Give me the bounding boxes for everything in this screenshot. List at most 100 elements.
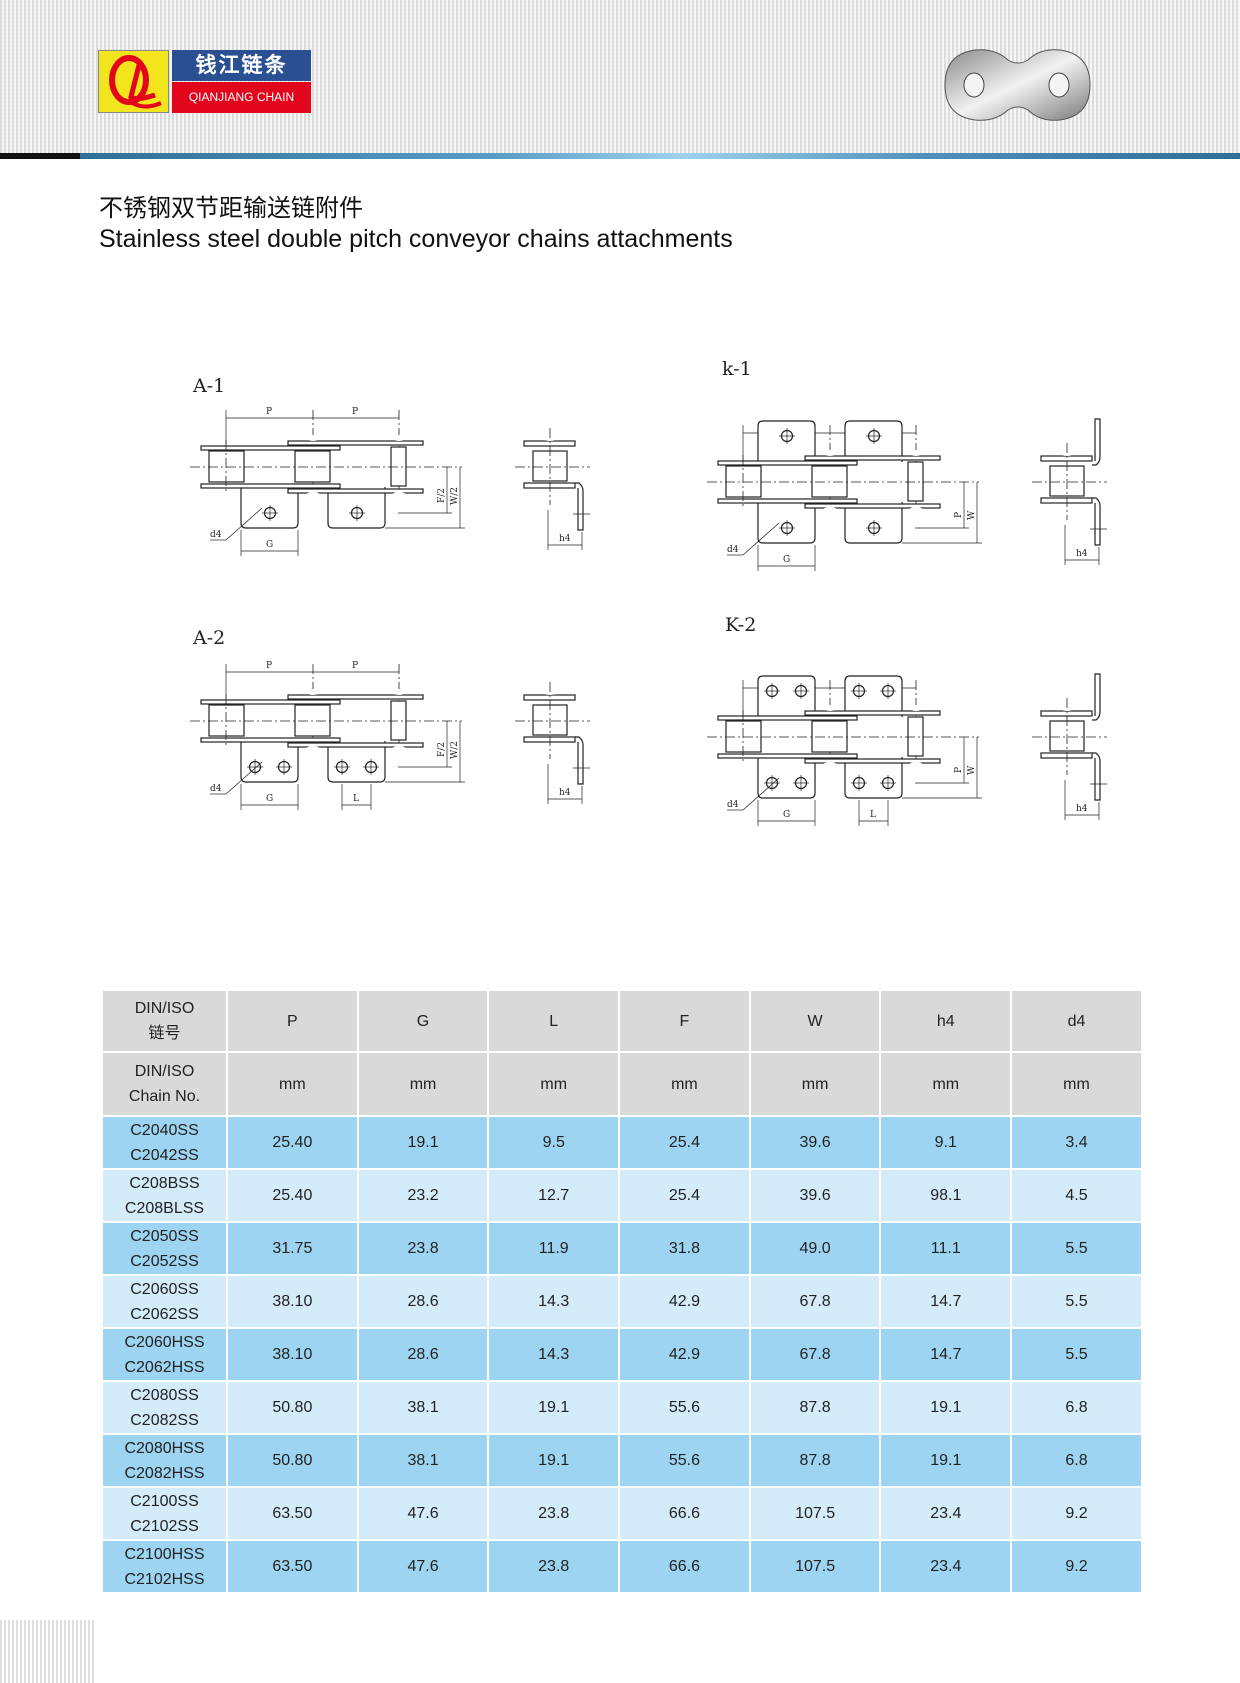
cell-text: 67.8 [799,1346,831,1363]
pin-head [392,746,406,752]
drawing-part [725,465,762,498]
chain-number-cell: C2040SS C2042SS [101,1115,228,1170]
table-row: DIN/ISO Chain No. mm mm mm mm mm mm mm [101,1051,1143,1117]
table-cell: 38.10 [226,1327,359,1382]
cell-text: C2080HSS [124,1439,205,1457]
cell-text: 9.2 [1065,1558,1088,1575]
dim-label-d4: d4 [727,800,739,810]
drawing-part [725,720,762,753]
drawing-part [907,461,924,502]
cell-text: DIN/ISO [134,1000,195,1017]
table-cell: h4 [879,989,1013,1053]
table-cell: mm [879,1051,1013,1117]
chain-number-cell: C2060SS C2062SS [101,1274,228,1329]
table-cell: 28.6 [356,1327,490,1382]
table-cell: 25.40 [226,1168,359,1223]
table-cell: 87.8 [748,1433,882,1488]
cell-text: 链号 [148,1025,181,1042]
attachment-tab-side [1092,673,1101,721]
drawing-part [287,694,424,700]
table-cell: 23.8 [487,1486,621,1541]
dim-label-f: P [954,767,964,773]
cell-text: 9.2 [1065,1505,1088,1522]
table-cell: 31.8 [618,1221,751,1276]
cell-text: C2062HSS [124,1358,205,1376]
table-cell: mm [1010,1051,1143,1117]
figure-label: A-2 [192,627,225,649]
table-row: C2100SS C2102SS 63.50 47.6 23.8 66.6 107.5 23.4… [101,1486,1143,1541]
table-cell: 3.4 [1010,1115,1143,1170]
cell-text: 42.9 [668,1346,700,1363]
dim-label-h4: h4 [559,534,571,544]
cell-text: 42.9 [668,1293,700,1310]
chain-number-cell: C2050SS C2052SS [101,1221,228,1276]
pin-head [823,705,837,711]
table-cell: 19.1 [879,1380,1013,1435]
drawing-part [208,704,245,737]
drawing-part [1040,497,1093,504]
brand-name-en: QIANJIANG CHAIN [172,82,311,113]
cell-text: 87.8 [799,1399,831,1416]
figure-label: K-2 [725,614,756,636]
cell-text: 31.8 [668,1240,700,1257]
brand-name-cn: 钱江链条 [172,50,311,81]
table-cell: 14.3 [487,1274,621,1329]
table-cell: 9.2 [1010,1486,1143,1541]
table-cell: 14.7 [879,1327,1013,1382]
cell-text: mm [279,1075,306,1093]
cell-text: Chain No. [128,1088,201,1105]
table-row: C2080HSS C2082HSS 50.80 38.1 19.1 55.6 87.8 19.… [101,1433,1143,1488]
table-row: C2050SS C2052SS 31.75 23.8 11.9 31.8 49.0 11.1 5… [101,1221,1143,1276]
pin-head [909,705,923,711]
cell-text: 38.10 [272,1346,313,1363]
drawing-part [287,488,424,494]
pin-head [306,746,320,752]
cell-text: 23.8 [538,1505,570,1522]
cell-text: 38.1 [407,1399,439,1416]
table-cell: 11.9 [487,1221,621,1276]
table-row: C2040SS C2042SS 25.40 19.1 9.5 25.4 39.6 9.1 3.4 [101,1115,1143,1170]
pin-head [823,507,837,513]
table-row: C2060SS C2062SS 38.10 28.6 14.3 42.9 67.8 14.7 5… [101,1274,1143,1329]
cell-text: C2102HSS [124,1570,205,1588]
table-cell: 28.6 [356,1274,490,1329]
drawing-part [294,704,331,737]
pin-head [909,762,923,768]
drawing-part [523,694,576,701]
cell-text: 6.8 [1065,1452,1088,1469]
table-cell: 87.8 [748,1380,882,1435]
drawing-figure: P P F/2 W/2 Gd4 h4 [190,407,590,556]
cell-text: C2060HSS [124,1333,205,1351]
drawing-part [804,503,941,509]
dim-label-p: P [266,661,272,671]
cell-text: C2080SS [130,1386,199,1404]
table-cell: 63.50 [226,1486,359,1541]
cell-text: 19.1 [538,1399,570,1416]
cell-text: 28.6 [407,1293,439,1310]
cell-text: mm [932,1075,960,1093]
drawing-part [1040,752,1093,759]
table-cell: 25.4 [618,1115,751,1170]
page-title-cn: 不锈钢双节距输送链附件 [99,195,363,222]
cell-text: C208BSS [129,1174,200,1192]
cell-text: 25.40 [272,1134,313,1151]
dim-label-l: L [353,794,359,804]
table-row: C2060HSS C2062HSS 38.10 28.6 14.3 42.9 67.8 14.… [101,1327,1143,1382]
dim-label-d4: d4 [210,530,222,540]
table-cell: L [487,989,621,1053]
table-cell: 19.1 [879,1433,1013,1488]
cell-text: C2082HSS [124,1464,205,1482]
cell-text: 63.50 [272,1505,313,1522]
drawing-part [200,699,341,705]
cell-text: 9.1 [934,1134,957,1151]
table-cell: 25.40 [226,1115,359,1170]
table-cell: mm [618,1051,751,1117]
table-cell: 67.8 [748,1274,882,1329]
cell-text: 25.4 [668,1187,700,1204]
table-cell: 55.6 [618,1433,751,1488]
cell-text: 5.5 [1065,1240,1088,1257]
drawing-part [287,440,424,446]
cell-text: C2040SS [130,1121,199,1139]
pin-head [909,507,923,513]
